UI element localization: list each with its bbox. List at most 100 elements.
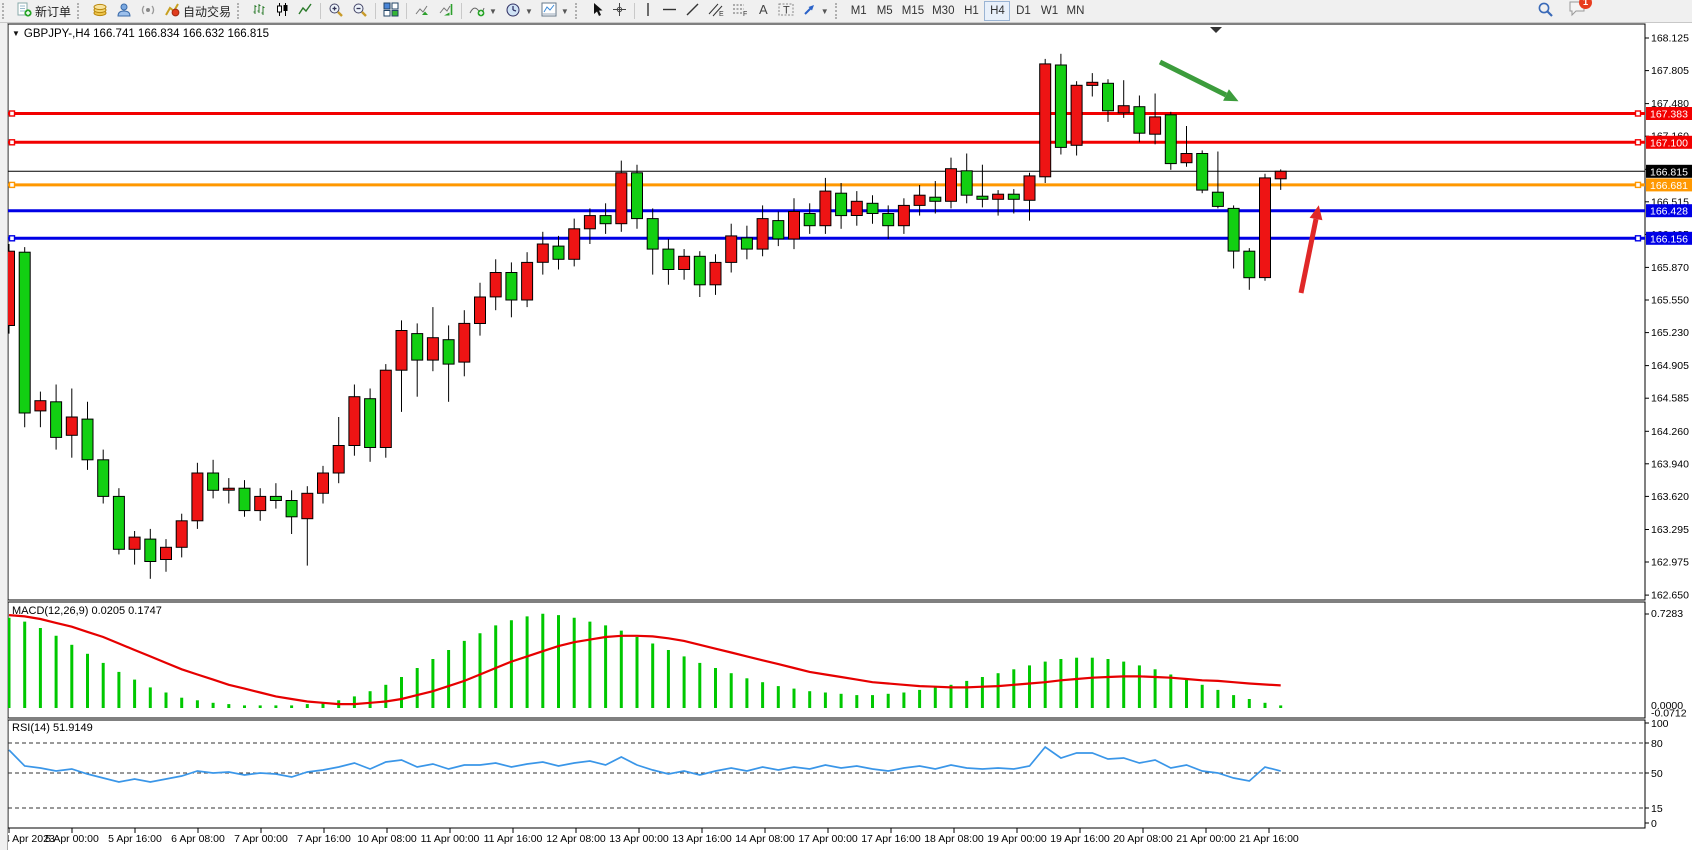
timeframe-w1[interactable]: W1: [1036, 1, 1062, 21]
clock-icon: [505, 2, 521, 21]
text-button[interactable]: A: [752, 1, 774, 21]
signals-button[interactable]: [136, 1, 160, 21]
time-tick-label: 4 Apr 2023: [4, 833, 55, 845]
zoom-out-icon: [352, 2, 368, 21]
toolbar-separator: [461, 3, 463, 19]
crosshair-icon: [612, 2, 627, 20]
rsi-line: [8, 745, 1281, 783]
zoom-in-button[interactable]: [324, 1, 348, 21]
chevron-down-icon: ▼: [489, 6, 497, 16]
time-tick-label: 14 Apr 08:00: [735, 833, 795, 845]
candle: [1133, 95, 1146, 143]
periods-button[interactable]: ▼: [501, 1, 537, 21]
crosshair-button[interactable]: [608, 1, 631, 21]
auto-scroll-button[interactable]: [410, 1, 434, 21]
candle: [160, 539, 172, 572]
window-left-frame: [0, 23, 8, 850]
chart-title[interactable]: ▼ GBPJPY-,H4 166.741 166.834 166.632 166.…: [12, 28, 269, 40]
candle: [269, 483, 282, 509]
candle: [81, 401, 94, 470]
search-button[interactable]: [1533, 1, 1558, 21]
line-handle[interactable]: [1634, 139, 1642, 146]
search-icon: [1537, 1, 1554, 21]
time-tick-label: 12 Apr 08:00: [546, 833, 606, 845]
time-tick-label: 5 Apr 16:00: [108, 833, 162, 845]
green-down-arrow[interactable]: [1158, 59, 1239, 102]
timeframe-m5[interactable]: M5: [872, 1, 898, 21]
template-icon: [541, 2, 557, 20]
price-tick-label: 163.940: [1651, 458, 1689, 470]
vertical-line-button[interactable]: [638, 1, 658, 21]
horizontal-line-button[interactable]: [658, 1, 681, 21]
timeframe-m15[interactable]: M15: [898, 1, 928, 21]
cursor-button[interactable]: [586, 1, 608, 21]
timeframe-h4[interactable]: H4: [984, 1, 1011, 21]
arrows-tool-button[interactable]: ▼: [798, 1, 833, 21]
trendline-button[interactable]: [681, 1, 704, 21]
candle: [693, 251, 706, 297]
timeframe-m1[interactable]: M1: [846, 1, 872, 21]
toolbar-grip: [237, 3, 246, 19]
candle: [536, 231, 549, 275]
chart-shift-icon: [438, 2, 454, 20]
rsi-scale-label: 15: [1651, 803, 1663, 815]
indicators-button[interactable]: ▼: [465, 1, 501, 21]
rsi-scale-label: 80: [1651, 738, 1663, 750]
candle: [34, 391, 47, 428]
svg-text:T: T: [783, 5, 790, 17]
candle: [254, 488, 267, 521]
time-tick-label: 21 Apr 16:00: [1239, 833, 1299, 845]
text-label-button[interactable]: T: [774, 1, 798, 21]
time-tick-label: 5 Apr 00:00: [45, 833, 99, 845]
line-handle[interactable]: [1634, 110, 1642, 117]
timeframe-mn[interactable]: MN: [1062, 1, 1088, 21]
time-tick-label: 10 Apr 08:00: [357, 833, 417, 845]
rsi-scale-label: 100: [1651, 718, 1669, 730]
line-handle[interactable]: [1634, 235, 1642, 242]
new-order-button[interactable]: 新订单: [13, 1, 75, 21]
candle: [960, 153, 973, 204]
chart-title-text: GBPJPY-,H4 166.741 166.834 166.632 166.8…: [23, 28, 270, 40]
profile-button[interactable]: [112, 1, 136, 21]
tile-windows-button[interactable]: [379, 1, 403, 21]
chart-shift-button[interactable]: [434, 1, 458, 21]
line-handle[interactable]: [1634, 181, 1642, 189]
candle: [1023, 172, 1036, 221]
candle: [175, 513, 188, 558]
chat-button[interactable]: 1: [1568, 0, 1592, 22]
candle: [379, 364, 392, 458]
price-tick-label: 162.975: [1651, 557, 1689, 569]
price-badge: 167.383: [1646, 107, 1692, 121]
line-chart-button[interactable]: [294, 1, 317, 21]
toolbar-grip: [77, 3, 86, 19]
main-toolbar: 新订单 自动交易 ▼ ▼ ▼: [0, 0, 1692, 23]
new-order-icon: [17, 2, 32, 20]
deposit-button[interactable]: [88, 1, 112, 21]
fibonacci-button[interactable]: F: [728, 1, 752, 21]
line-handle[interactable]: [8, 181, 16, 189]
line-handle[interactable]: [8, 235, 16, 242]
candle: [583, 208, 596, 244]
bar-chart-button[interactable]: [248, 1, 271, 21]
red-up-arrow[interactable]: [1298, 205, 1323, 294]
templates-button[interactable]: ▼: [537, 1, 573, 21]
candle: [301, 486, 314, 566]
time-tick-label: 6 Apr 08:00: [171, 833, 225, 845]
candle-chart-button[interactable]: [271, 1, 294, 21]
line-handle[interactable]: [8, 110, 16, 117]
autotrade-button[interactable]: 自动交易: [160, 1, 235, 21]
price-badge: 166.681: [1646, 178, 1692, 192]
candle: [835, 183, 848, 229]
candle: [1086, 73, 1099, 97]
timeframe-d1[interactable]: D1: [1010, 1, 1036, 21]
zoom-out-button[interactable]: [348, 1, 372, 21]
candle: [772, 211, 785, 247]
candle: [505, 262, 518, 318]
timeframe-h1[interactable]: H1: [958, 1, 984, 21]
candle: [897, 198, 910, 234]
candle: [803, 203, 816, 234]
line-handle[interactable]: [8, 139, 16, 146]
timeframe-m30[interactable]: M30: [928, 1, 958, 21]
candle: [646, 208, 659, 275]
equidistant-channel-button[interactable]: E: [704, 1, 728, 21]
